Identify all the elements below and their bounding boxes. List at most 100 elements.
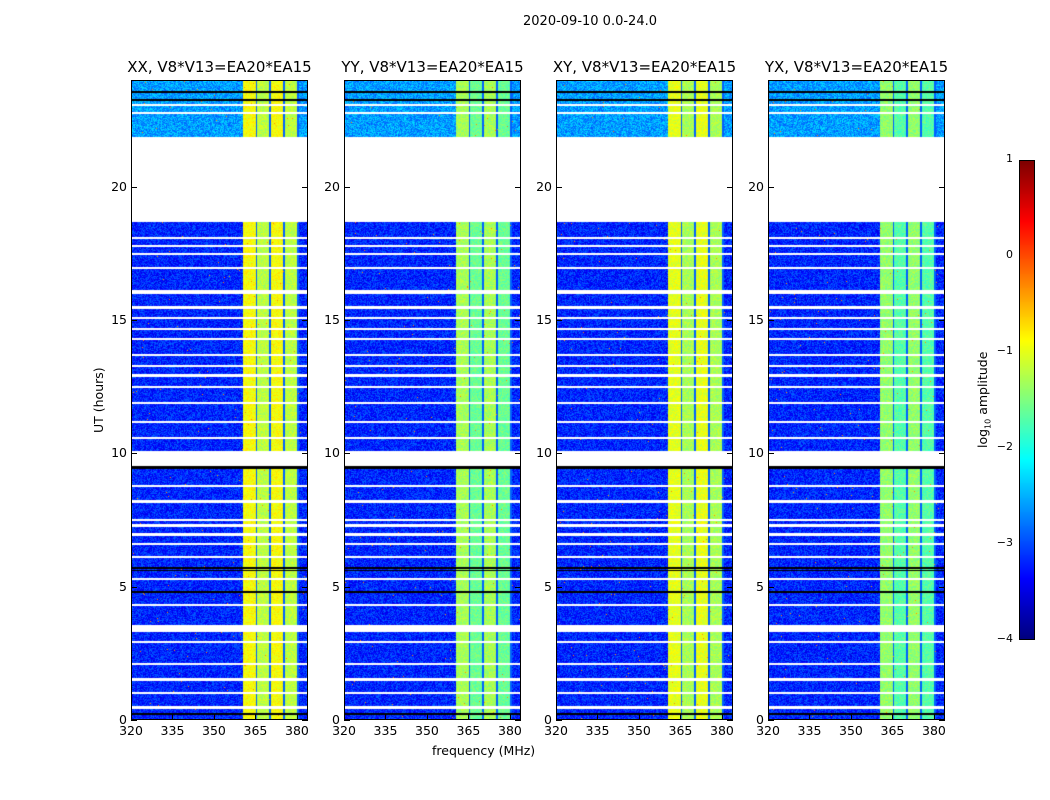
x-tick-mark [131, 714, 132, 720]
x-tick-label: 365 [668, 723, 693, 738]
y-tick-mark [556, 720, 562, 721]
colorbar-tick-label: −3 [996, 536, 1013, 549]
colorbar-label: log10 amplitude [975, 351, 993, 448]
x-tick-mark [385, 714, 387, 720]
y-tick-mark [302, 453, 308, 455]
panel-title: YY, V8*V13=EA20*EA15 [341, 58, 524, 76]
y-tick-mark [727, 720, 733, 721]
y-tick-label: 20 [748, 178, 764, 194]
x-tick-mark [768, 714, 769, 720]
x-tick-mark [509, 714, 511, 720]
y-tick-mark [939, 586, 945, 588]
y-tick-mark [727, 453, 733, 455]
heatmap-image [132, 81, 307, 719]
colorbar-tick-label: −2 [996, 440, 1013, 453]
colorbar-tick-label: −1 [996, 344, 1013, 357]
y-tick-mark [131, 586, 137, 588]
y-tick-mark [727, 186, 733, 188]
y-tick-mark [302, 720, 308, 721]
x-tick-label: 320 [332, 723, 356, 738]
heatmap-image [557, 81, 732, 719]
figure-title: 2020-09-10 0.0-24.0 [523, 14, 657, 29]
y-tick-label: 15 [748, 312, 764, 327]
y-tick-mark [515, 453, 521, 455]
y-tick-mark [768, 720, 774, 721]
y-tick-mark [131, 186, 137, 188]
y-tick-mark [556, 320, 562, 321]
y-tick-label: 5 [332, 578, 340, 594]
x-tick-label: 350 [415, 723, 439, 738]
heatmap-panel-2 [556, 80, 733, 720]
y-tick-label: 0 [332, 712, 340, 727]
y-tick-mark [939, 320, 945, 321]
x-tick-label: 335 [585, 723, 610, 738]
y-axis-label: UT (hours) [91, 367, 106, 433]
x-tick-label: 320 [119, 723, 143, 738]
colorbar-gradient [1020, 161, 1034, 639]
y-tick-mark [727, 320, 733, 321]
y-tick-mark [515, 586, 521, 588]
y-tick-mark [302, 586, 308, 588]
x-tick-mark [344, 714, 345, 720]
x-tick-mark [172, 714, 174, 720]
y-tick-mark [515, 186, 521, 188]
y-tick-mark [344, 186, 350, 188]
x-tick-mark [255, 714, 257, 720]
x-tick-mark [426, 714, 428, 720]
y-tick-label: 10 [748, 445, 764, 461]
y-tick-label: 20 [111, 178, 127, 194]
x-tick-label: 335 [373, 723, 398, 738]
y-tick-mark [768, 453, 774, 455]
y-tick-mark [556, 586, 562, 588]
y-tick-mark [344, 320, 350, 321]
x-tick-mark [680, 714, 682, 720]
x-tick-mark [721, 714, 723, 720]
colorbar-tick-label: 1 [1006, 152, 1013, 165]
panel-title: YX, V8*V13=EA20*EA15 [764, 58, 949, 76]
x-tick-label: 350 [627, 723, 651, 738]
x-tick-label: 365 [456, 723, 481, 738]
panel-title: XX, V8*V13=EA20*EA15 [127, 58, 312, 76]
y-tick-mark [515, 720, 521, 721]
y-tick-label: 10 [324, 445, 340, 461]
heatmap-image [345, 81, 520, 719]
x-tick-mark [597, 714, 599, 720]
y-tick-label: 15 [324, 312, 340, 327]
y-tick-mark [302, 320, 308, 321]
x-tick-label: 380 [710, 723, 734, 738]
heatmap-panel-1 [344, 80, 521, 720]
x-tick-mark [296, 714, 298, 720]
y-tick-mark [131, 453, 137, 455]
y-tick-label: 0 [119, 712, 127, 727]
x-tick-mark [556, 714, 557, 720]
y-tick-mark [939, 186, 945, 188]
y-tick-label: 0 [756, 712, 764, 727]
y-tick-label: 0 [544, 712, 552, 727]
heatmap-panel-3 [768, 80, 945, 720]
y-tick-mark [344, 586, 350, 588]
y-tick-label: 20 [324, 178, 340, 194]
y-tick-mark [131, 320, 137, 321]
y-tick-label: 10 [111, 445, 127, 461]
y-tick-label: 20 [536, 178, 552, 194]
x-tick-label: 350 [839, 723, 863, 738]
x-tick-label: 350 [202, 723, 226, 738]
y-tick-mark [768, 586, 774, 588]
x-tick-label: 320 [756, 723, 780, 738]
x-tick-label: 335 [160, 723, 185, 738]
heatmap-panel-0 [131, 80, 308, 720]
x-tick-label: 365 [880, 723, 905, 738]
colorbar [1019, 160, 1035, 640]
y-tick-label: 10 [536, 445, 552, 461]
y-tick-label: 15 [111, 312, 127, 327]
x-axis-label: frequency (MHz) [432, 743, 536, 758]
x-tick-mark [933, 714, 935, 720]
y-tick-mark [768, 186, 774, 188]
y-tick-mark [515, 320, 521, 321]
x-tick-label: 380 [285, 723, 309, 738]
colorbar-tick-label: −4 [996, 632, 1013, 645]
x-tick-mark [468, 714, 470, 720]
x-tick-label: 335 [797, 723, 822, 738]
x-tick-mark [809, 714, 811, 720]
